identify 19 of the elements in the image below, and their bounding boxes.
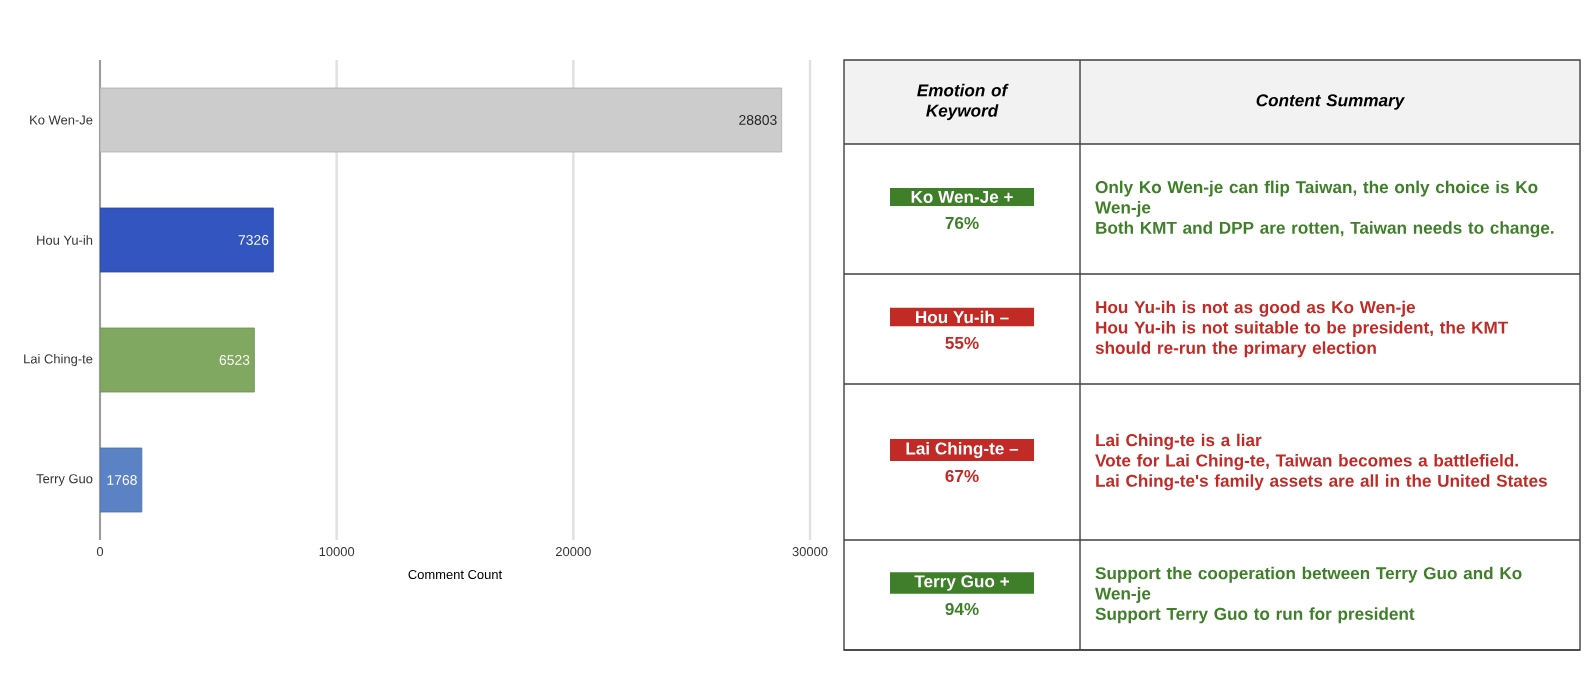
- text: Hou Yu-ih is not as good as Ko Wen-je: [1096, 300, 1416, 317]
- category-label: Ko Wen-Je +: [911, 191, 1013, 203]
- text: Support the cooperation between Terry Guo and Ko Wen-je: [1095, 566, 1522, 603]
- text: Support Terry Guo to run for president: [1095, 607, 1415, 624]
- text: Hou Yu-ih is not suitable to be president, the KMT should re-run the primary election: [1095, 321, 1509, 358]
- text: Lai Ching-te is a liar: [1096, 433, 1262, 450]
- category-label: Terry Guo +: [914, 575, 1009, 591]
- text: Content Summary: [1256, 94, 1405, 110]
- category-label: Lai Ching-te –: [906, 441, 1019, 459]
- text: Only Ko Wen-je can flip Taiwan, the only choice is Ko Wen-je: [1095, 180, 1538, 217]
- text: 76%: [945, 216, 979, 230]
- text: 55%: [945, 336, 979, 350]
- text: 94%: [945, 602, 979, 616]
- text: Vote for Lai Ching-te, Taiwan becomes a battlefield.: [1095, 453, 1518, 471]
- text: Both KMT and DPP are rotten, Taiwan needs to change.: [1096, 221, 1554, 238]
- text: Lai Ching-te's family assets are all in the United States: [1096, 474, 1547, 491]
- text: 67%: [945, 469, 979, 483]
- text: Emotion of Keyword: [917, 83, 1009, 121]
- category-label: Hou Yu-ih –: [916, 310, 1009, 324]
